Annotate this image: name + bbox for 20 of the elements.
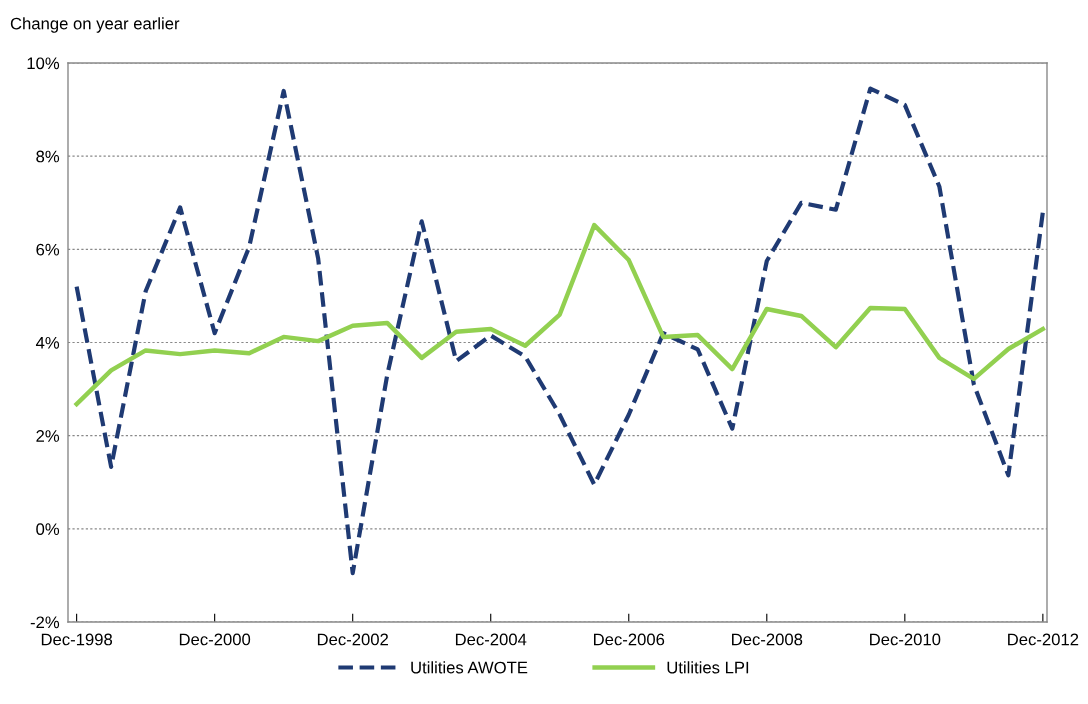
y-tick-label: 0% (36, 523, 60, 536)
x-tick-label: Dec-2012 (1008, 633, 1079, 646)
x-tick-label: Dec-2008 (732, 633, 803, 646)
y-tick-label: 6% (36, 243, 60, 256)
x-tick-label: Dec-2010 (870, 633, 941, 646)
x-tick-label: Dec-2006 (594, 633, 665, 646)
y-tick-label: 8% (36, 150, 60, 163)
x-tick-label: Dec-2000 (179, 633, 251, 646)
x-tick-label: Dec-2004 (455, 633, 527, 646)
x-tick-label: Dec-2002 (317, 633, 388, 646)
y-tick-label: 2% (36, 430, 60, 442)
y-axis-title: Change on year earlier (10, 17, 180, 33)
y-tick-label: -2% (30, 616, 60, 629)
legend-label: Utilities LPI (667, 661, 749, 674)
y-tick-label: 10% (27, 57, 60, 70)
x-tick-label: Dec-1998 (41, 633, 113, 646)
legend-label: Utilities AWOTE (411, 661, 528, 674)
line-series (74, 86, 1045, 576)
line-series (74, 222, 1046, 407)
y-tick-label: 4% (35, 336, 60, 349)
